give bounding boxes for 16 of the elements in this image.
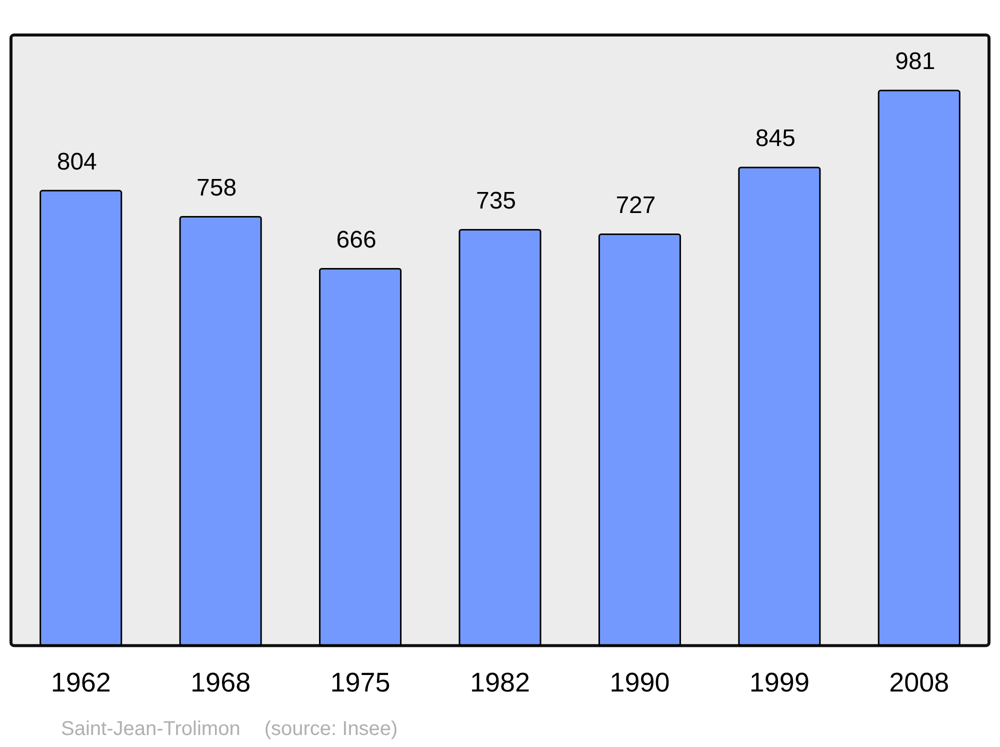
text: Saint-Jean-Trolimon bbox=[61, 718, 240, 740]
data-label: 666 bbox=[336, 226, 376, 254]
x-tick-label: 2008 bbox=[889, 667, 950, 698]
x-tick-label: 1999 bbox=[749, 667, 810, 698]
data-label: 845 bbox=[755, 125, 796, 152]
data-label: 981 bbox=[895, 48, 936, 76]
x-tick-label: 1968 bbox=[190, 667, 251, 698]
data-label: 758 bbox=[196, 174, 237, 202]
x-tick-label: 1962 bbox=[50, 667, 111, 698]
x-tick-label: 1982 bbox=[470, 667, 530, 698]
data-label: 727 bbox=[616, 192, 656, 219]
x-tick-label: 1975 bbox=[330, 667, 390, 698]
x-tick-label: 1990 bbox=[610, 667, 670, 698]
data-label: 735 bbox=[476, 187, 516, 214]
data-label: 804 bbox=[56, 148, 97, 176]
text: (source: Insee) bbox=[264, 718, 398, 740]
